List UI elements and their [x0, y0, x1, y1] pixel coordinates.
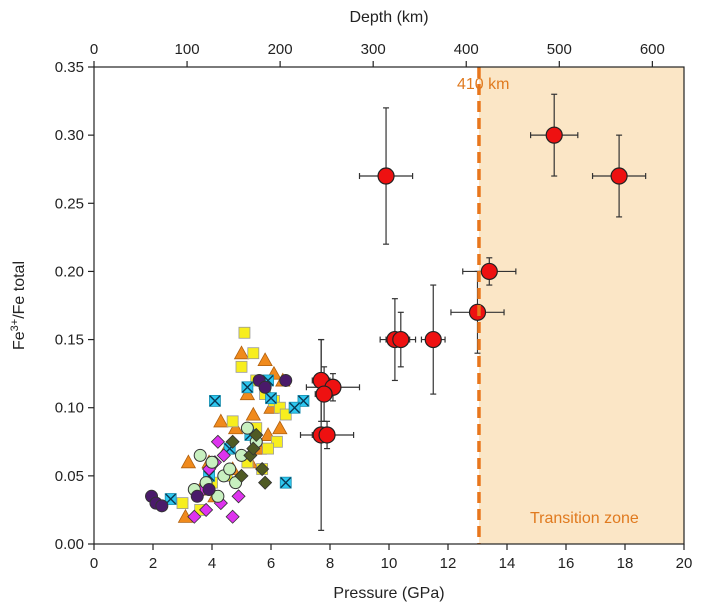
- x-tick-label: 18: [617, 555, 634, 572]
- y-axis-title-suffix: /Fe total: [11, 261, 28, 319]
- circle-point: [193, 448, 207, 462]
- square-point: [262, 442, 274, 455]
- red-circle-point: [377, 167, 395, 185]
- top-tick-label: 100: [175, 41, 200, 58]
- diamond-point: [246, 441, 261, 456]
- circle-point: [202, 482, 216, 496]
- xbox-cross: [280, 477, 292, 489]
- red-circle-point: [610, 167, 628, 185]
- circle-point: [258, 380, 272, 394]
- square-point: [279, 408, 292, 421]
- red-circle-point: [424, 330, 442, 349]
- circle-point: [279, 373, 293, 387]
- diamond-point: [225, 509, 240, 524]
- top-tick-label: 300: [361, 41, 386, 58]
- xbox-cross: [165, 493, 177, 505]
- top-tick-label: 0: [90, 41, 98, 58]
- diamond-point: [258, 475, 273, 490]
- red-circle-point: [392, 330, 410, 349]
- diamond-point: [255, 461, 270, 477]
- y-axis-title: Fe3+/Fe total: [9, 261, 28, 350]
- square-point: [226, 415, 239, 428]
- triangle-point: [272, 420, 288, 435]
- circle-point: [190, 489, 204, 503]
- diamond-point: [210, 434, 225, 449]
- diamond-point: [199, 502, 214, 517]
- square-point: [247, 347, 260, 360]
- triangle-point: [180, 454, 197, 469]
- x-tick-label: 2: [149, 555, 157, 572]
- circle-point: [223, 462, 237, 476]
- square-point: [270, 435, 283, 448]
- x-tick-label: 12: [440, 555, 457, 572]
- xbox-cross: [209, 395, 221, 407]
- axes: 0 2 4 6 8 10 12 14 16 18 20 0.00 0.05 0.10 0.15 0.20 0.2…: [55, 41, 693, 572]
- y-tick-label: 0.15: [55, 332, 84, 349]
- triangle-point: [257, 352, 273, 367]
- diamond-point: [249, 427, 264, 443]
- triangle-point: [213, 413, 229, 428]
- x-tick-label: 14: [499, 555, 516, 572]
- xbox-cross: [265, 392, 277, 404]
- y-tick-label: 0.25: [55, 195, 84, 212]
- x-axis-title: Pressure (GPa): [333, 585, 444, 602]
- triangle-point: [239, 386, 256, 401]
- top-axis-title: Depth (km): [349, 9, 428, 26]
- x-tick-label: 20: [676, 555, 693, 572]
- y-tick-label: 0.00: [55, 536, 84, 553]
- x-tick-label: 10: [381, 555, 398, 572]
- diamond-point: [187, 509, 202, 524]
- xbox-cross: [289, 402, 301, 414]
- circle-point: [240, 421, 254, 435]
- x-tick-label: 4: [208, 555, 216, 572]
- red-circle-point: [318, 426, 336, 444]
- triangle-point: [233, 345, 250, 360]
- diamond-point: [225, 434, 240, 449]
- diamond-point: [231, 489, 246, 504]
- xbox-cross: [241, 381, 253, 393]
- x-tick-label: 6: [267, 555, 275, 572]
- y-tick-label: 0.30: [55, 127, 84, 144]
- label-410km: 410 km: [457, 76, 509, 93]
- y-axis-title-sup: 3+: [9, 319, 21, 332]
- red-circle-point: [545, 126, 563, 144]
- data-points: [145, 126, 628, 524]
- top-tick-label: 500: [547, 41, 572, 58]
- circle-point: [211, 489, 225, 503]
- x-tick-label: 16: [558, 555, 575, 572]
- y-axis-title-prefix: Fe: [11, 331, 28, 350]
- triangle-point: [227, 420, 244, 435]
- top-tick-label: 200: [268, 41, 293, 58]
- top-tick-label: 400: [454, 41, 479, 58]
- diamond-point: [234, 468, 249, 483]
- square-point: [176, 497, 189, 510]
- transition-zone-label: Transition zone: [530, 510, 639, 527]
- y-tick-label: 0.35: [55, 59, 84, 76]
- red-circle-point: [480, 262, 498, 281]
- transition-zone-shade: [478, 67, 684, 544]
- circle-point: [155, 499, 169, 513]
- top-tick-label: 600: [640, 41, 665, 58]
- circle-point: [205, 455, 219, 469]
- y-tick-label: 0.05: [55, 468, 84, 485]
- diamond-point: [216, 448, 231, 463]
- x-tick-label: 8: [326, 555, 334, 572]
- square-point: [238, 326, 251, 339]
- triangle-point: [245, 406, 261, 421]
- x-tick-label: 0: [90, 555, 98, 572]
- y-tick-label: 0.20: [55, 263, 84, 280]
- square-point: [235, 360, 248, 373]
- y-tick-label: 0.10: [55, 400, 84, 417]
- red-circle-point: [315, 385, 333, 403]
